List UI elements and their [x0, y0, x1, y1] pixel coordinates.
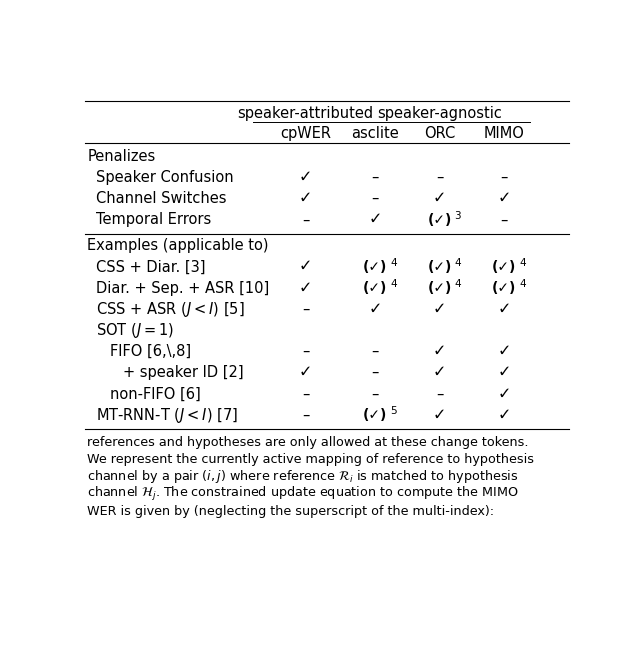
Text: ✓: ✓	[433, 344, 446, 359]
Text: ORC: ORC	[424, 126, 455, 141]
Text: 4: 4	[390, 258, 397, 268]
Text: SOT ($J = 1$): SOT ($J = 1$)	[97, 321, 175, 340]
Text: –: –	[371, 191, 379, 206]
Text: CSS + ASR ($J < I$) [5]: CSS + ASR ($J < I$) [5]	[97, 300, 245, 319]
Text: ✓: ✓	[433, 365, 446, 381]
Text: references and hypotheses are only allowed at these change tokens.: references and hypotheses are only allow…	[88, 436, 529, 449]
Text: non-FIFO [6]: non-FIFO [6]	[110, 386, 200, 402]
Text: 3: 3	[454, 211, 461, 221]
Text: ✓: ✓	[497, 407, 511, 422]
Text: channel by a pair $(i, j)$ where reference $\mathcal{R}_i$ is matched to hypothe: channel by a pair $(i, j)$ where referen…	[88, 468, 519, 485]
Text: 4: 4	[454, 279, 461, 289]
Text: 4: 4	[519, 258, 525, 268]
Text: –: –	[436, 386, 444, 402]
Text: ✓: ✓	[299, 170, 312, 185]
Text: –: –	[302, 386, 309, 402]
Text: ✓: ✓	[433, 302, 446, 317]
Text: ✓: ✓	[497, 386, 511, 402]
Text: –: –	[371, 365, 379, 381]
Text: (✓): (✓)	[492, 281, 516, 295]
Text: ✓: ✓	[299, 280, 312, 295]
Text: (✓): (✓)	[363, 260, 387, 274]
Text: ✓: ✓	[497, 191, 511, 206]
Text: –: –	[371, 386, 379, 402]
Text: (✓): (✓)	[492, 260, 516, 274]
Text: speaker-attributed: speaker-attributed	[237, 106, 374, 121]
Text: speaker-agnostic: speaker-agnostic	[377, 106, 502, 121]
Text: ✓: ✓	[299, 191, 312, 206]
Text: (✓): (✓)	[428, 213, 452, 227]
Text: ✓: ✓	[433, 407, 446, 422]
Text: 4: 4	[454, 258, 461, 268]
Text: –: –	[500, 212, 508, 227]
Text: (✓): (✓)	[428, 281, 452, 295]
Text: We represent the currently active mapping of reference to hypothesis: We represent the currently active mappin…	[88, 453, 534, 466]
Text: –: –	[302, 407, 309, 422]
Text: cpWER: cpWER	[280, 126, 331, 141]
Text: (✓): (✓)	[363, 408, 387, 422]
Text: MIMO: MIMO	[484, 126, 525, 141]
Text: CSS + Diar. [3]: CSS + Diar. [3]	[97, 259, 206, 274]
Text: –: –	[436, 170, 444, 185]
Text: Penalizes: Penalizes	[88, 149, 156, 164]
Text: channel $\mathcal{H}_j$. The constrained update equation to compute the MIMO: channel $\mathcal{H}_j$. The constrained…	[88, 485, 519, 503]
Text: ✓: ✓	[497, 302, 511, 317]
Text: ✓: ✓	[497, 365, 511, 381]
Text: –: –	[302, 212, 309, 227]
Text: Diar. + Sep. + ASR [10]: Diar. + Sep. + ASR [10]	[97, 280, 269, 295]
Text: –: –	[500, 170, 508, 185]
Text: ✓: ✓	[299, 259, 312, 274]
Text: 4: 4	[519, 279, 525, 289]
Text: –: –	[302, 302, 309, 317]
Text: –: –	[371, 170, 379, 185]
Text: asclite: asclite	[351, 126, 399, 141]
Text: ✓: ✓	[299, 365, 312, 381]
Text: (✓): (✓)	[363, 281, 387, 295]
Text: 5: 5	[390, 406, 397, 416]
Text: 4: 4	[390, 279, 397, 289]
Text: MT-RNN-T ($J < I$) [7]: MT-RNN-T ($J < I$) [7]	[97, 405, 238, 424]
Text: Channel Switches: Channel Switches	[97, 191, 227, 206]
Text: –: –	[302, 344, 309, 359]
Text: –: –	[371, 344, 379, 359]
Text: ✓: ✓	[433, 191, 446, 206]
Text: ✓: ✓	[369, 212, 382, 227]
Text: + speaker ID [2]: + speaker ID [2]	[123, 365, 244, 381]
Text: WER is given by (neglecting the superscript of the multi-index):: WER is given by (neglecting the superscr…	[88, 504, 495, 517]
Text: Examples (applicable to): Examples (applicable to)	[88, 238, 269, 253]
Text: (✓): (✓)	[428, 260, 452, 274]
Text: FIFO [6,\,8]: FIFO [6,\,8]	[110, 344, 191, 359]
Text: ✓: ✓	[497, 344, 511, 359]
Text: ✓: ✓	[369, 302, 382, 317]
Text: Speaker Confusion: Speaker Confusion	[97, 170, 234, 185]
Text: Temporal Errors: Temporal Errors	[97, 212, 212, 227]
